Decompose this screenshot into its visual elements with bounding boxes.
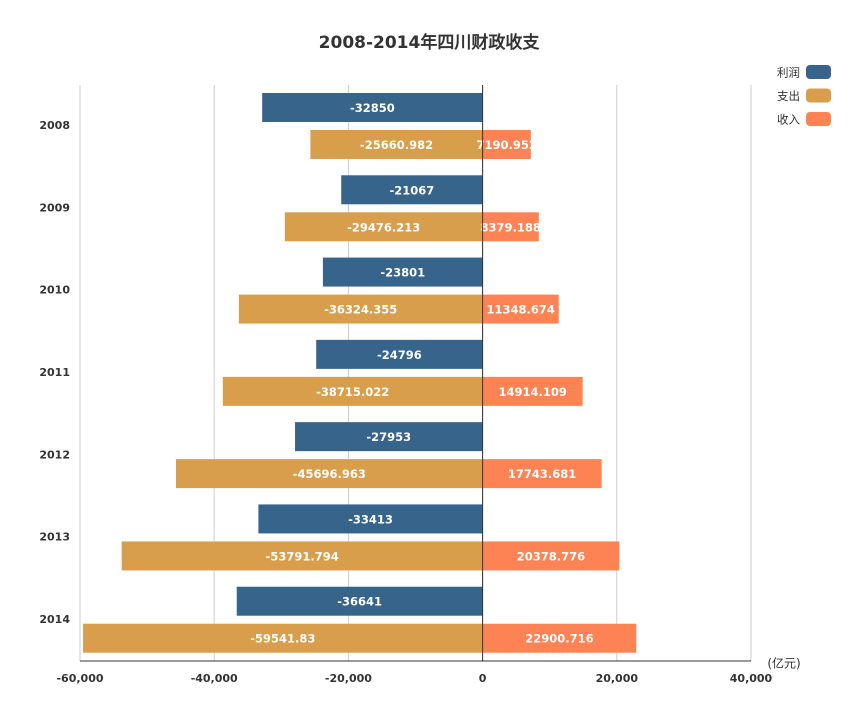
value-label: -45696.963 — [293, 467, 366, 481]
value-label: -32850 — [350, 101, 395, 115]
legend-swatch[interactable] — [806, 65, 831, 79]
x-tick-label: -40,000 — [191, 672, 238, 685]
bar — [295, 422, 483, 452]
legend-label: 支出 — [777, 89, 800, 103]
bar — [238, 294, 483, 324]
bar — [284, 212, 483, 242]
chart-title: 2008-2014年四川财政收支 — [319, 32, 541, 53]
legend-swatch[interactable] — [806, 112, 831, 126]
bar — [262, 93, 483, 122]
y-tick-label: 2011 — [39, 366, 70, 379]
bar — [341, 175, 483, 205]
value-label: 22900.716 — [525, 632, 593, 646]
value-label: -38715.022 — [316, 385, 389, 399]
bar — [482, 541, 620, 571]
legend-label: 利润 — [777, 66, 800, 80]
bar — [322, 257, 483, 287]
value-label: -59541.83 — [250, 632, 315, 646]
value-label: -36324.355 — [324, 303, 397, 317]
bar — [258, 504, 483, 534]
x-tick-label: 20,000 — [596, 672, 639, 685]
value-label: -23801 — [380, 266, 425, 280]
bar — [236, 586, 483, 616]
x-tick-label: -20,000 — [325, 672, 372, 685]
y-tick-label: 2014 — [39, 613, 70, 626]
value-label: -25660.982 — [360, 138, 433, 152]
bar — [482, 376, 583, 406]
bar — [310, 130, 483, 159]
value-label: 11348.674 — [486, 303, 554, 317]
value-label: 20378.776 — [517, 549, 585, 563]
value-label: -21067 — [390, 183, 435, 197]
x-tick-label: -60,000 — [56, 672, 103, 685]
bar — [175, 459, 483, 489]
value-label: -29476.213 — [347, 220, 420, 234]
value-label: -27953 — [366, 430, 411, 444]
bar — [482, 212, 539, 242]
bar — [482, 294, 559, 324]
y-tick-label: 2009 — [39, 201, 70, 214]
value-label: -53791.794 — [266, 549, 339, 563]
value-label: -24796 — [377, 348, 422, 362]
bar — [482, 130, 531, 159]
value-label: 14914.109 — [498, 385, 566, 399]
value-label: 7190.952 — [477, 138, 537, 152]
y-tick-label: 2012 — [39, 448, 70, 461]
x-tick-label: 40,000 — [730, 672, 773, 685]
value-label: 8379.188 — [481, 220, 541, 234]
legend-label: 收入 — [777, 113, 800, 127]
axis-unit: (亿元) — [767, 656, 800, 671]
bar — [482, 459, 602, 489]
value-label: -36641 — [337, 595, 382, 609]
bar — [222, 376, 483, 406]
y-tick-label: 2013 — [39, 531, 70, 544]
bar — [83, 623, 483, 653]
value-label: 17743.681 — [508, 467, 576, 481]
y-tick-label: 2008 — [39, 119, 70, 132]
bar — [121, 541, 483, 571]
legend-swatch[interactable] — [806, 88, 831, 103]
x-tick-label: 0 — [479, 672, 487, 685]
y-tick-label: 2010 — [39, 284, 70, 297]
bar — [316, 339, 483, 369]
bar — [482, 623, 637, 653]
value-label: -33413 — [348, 512, 393, 526]
